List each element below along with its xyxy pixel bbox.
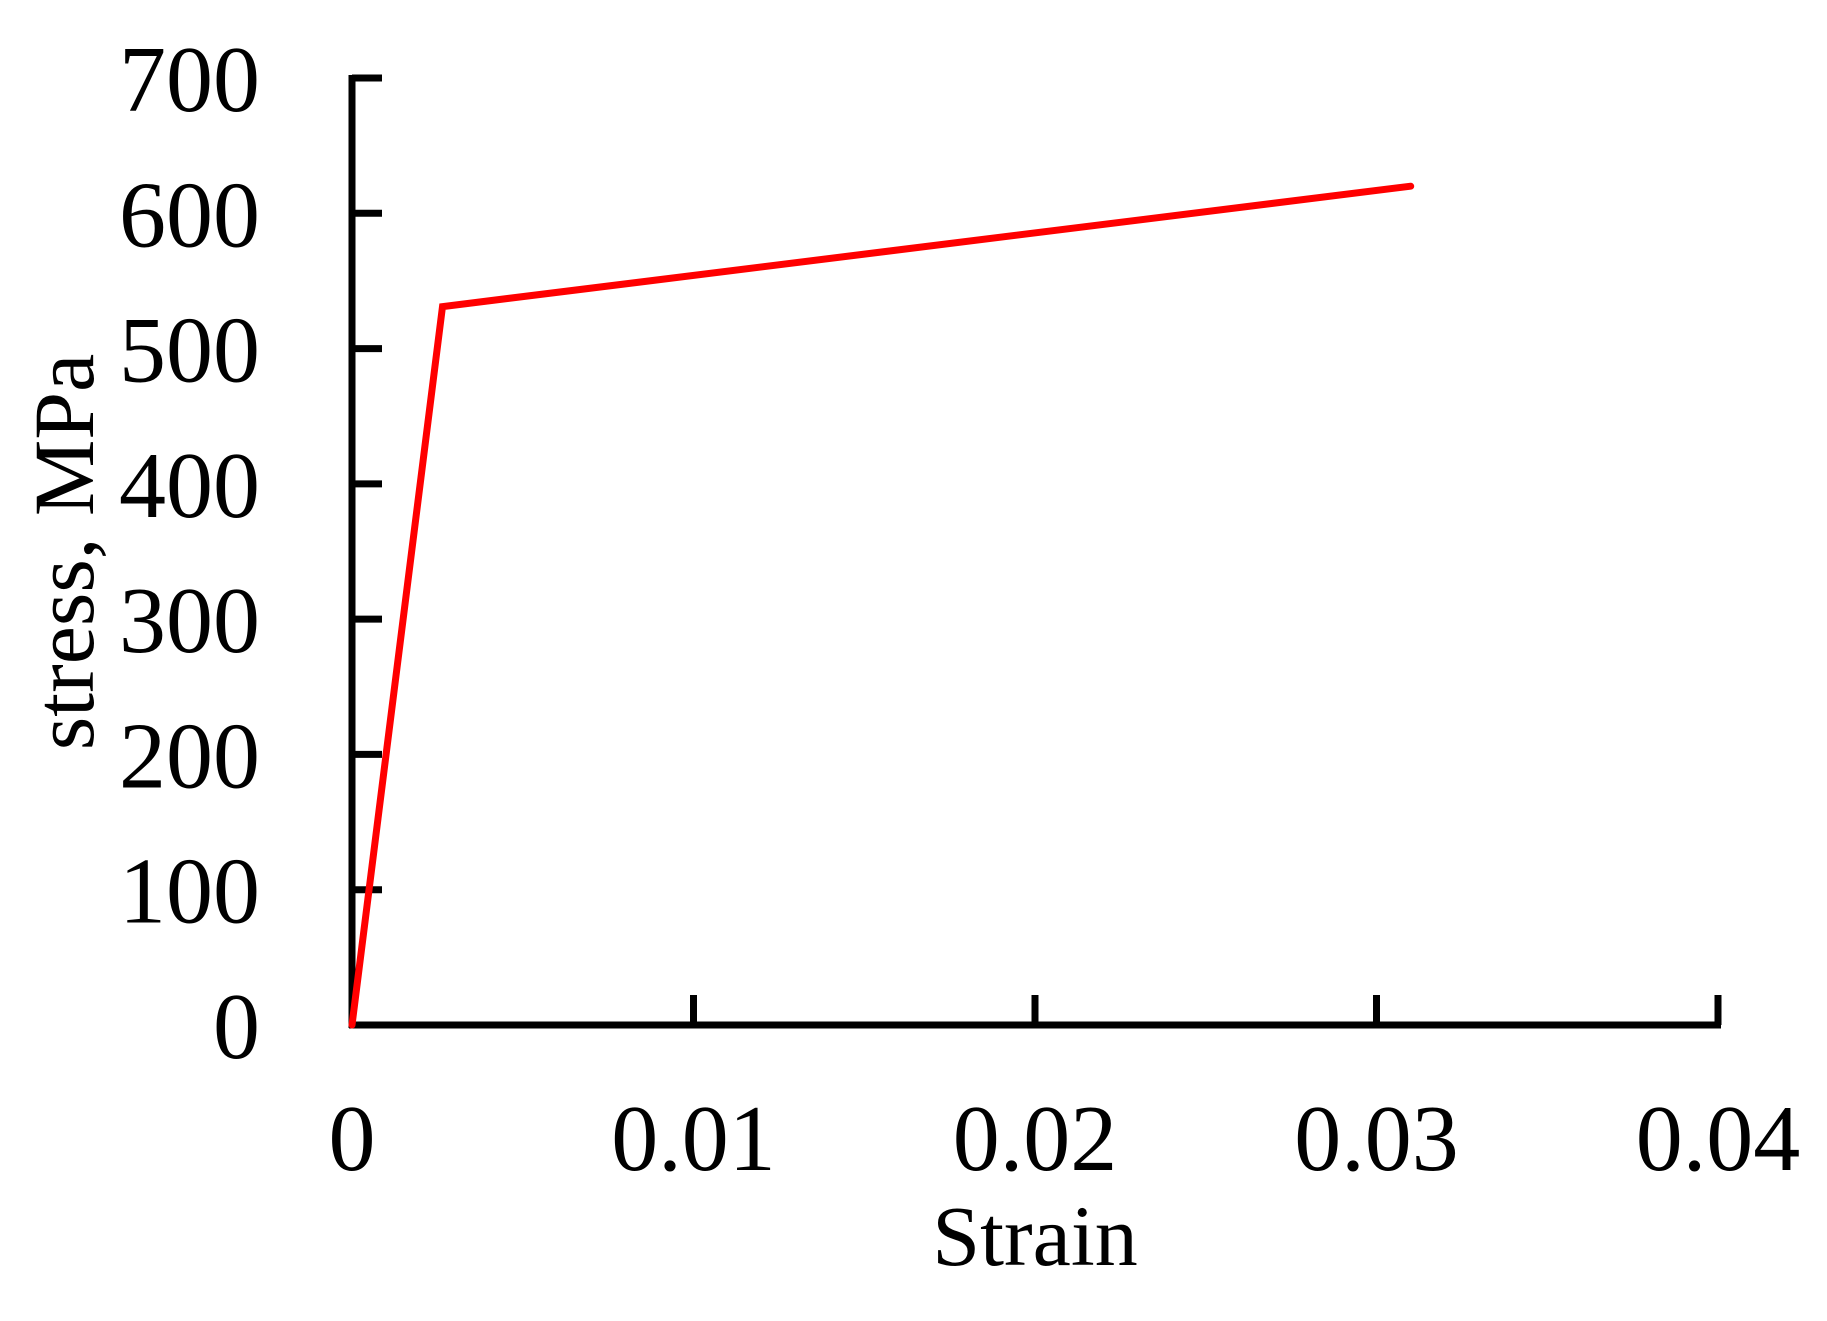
series-layer <box>348 182 1415 1029</box>
series-line <box>348 182 1415 1029</box>
y-tick-label: 200 <box>119 704 260 808</box>
y-tick-label: 600 <box>119 163 260 267</box>
x-tick-label: 0.03 <box>1294 1087 1459 1191</box>
x-tick-label: 0 <box>329 1087 376 1191</box>
y-axis-title: stress, MPa <box>16 354 112 751</box>
x-ticks: 0 0.01 0.02 0.03 0.04 <box>329 995 1801 1191</box>
y-tick-label: 0 <box>213 975 260 1079</box>
y-tick-label: 400 <box>119 434 260 538</box>
y-tick-label: 700 <box>119 28 260 132</box>
x-tick-label: 0.04 <box>1636 1087 1801 1191</box>
x-axis-title: Strain <box>932 1188 1137 1284</box>
y-tick-label: 300 <box>119 569 260 673</box>
y-ticks: 0 100 200 300 400 500 600 700 <box>119 28 382 1079</box>
axes <box>348 75 1721 1029</box>
y-tick-label: 100 <box>119 840 260 944</box>
x-tick-label: 0.02 <box>953 1087 1118 1191</box>
y-tick-label: 500 <box>119 299 260 403</box>
x-tick-label: 0.01 <box>611 1087 776 1191</box>
